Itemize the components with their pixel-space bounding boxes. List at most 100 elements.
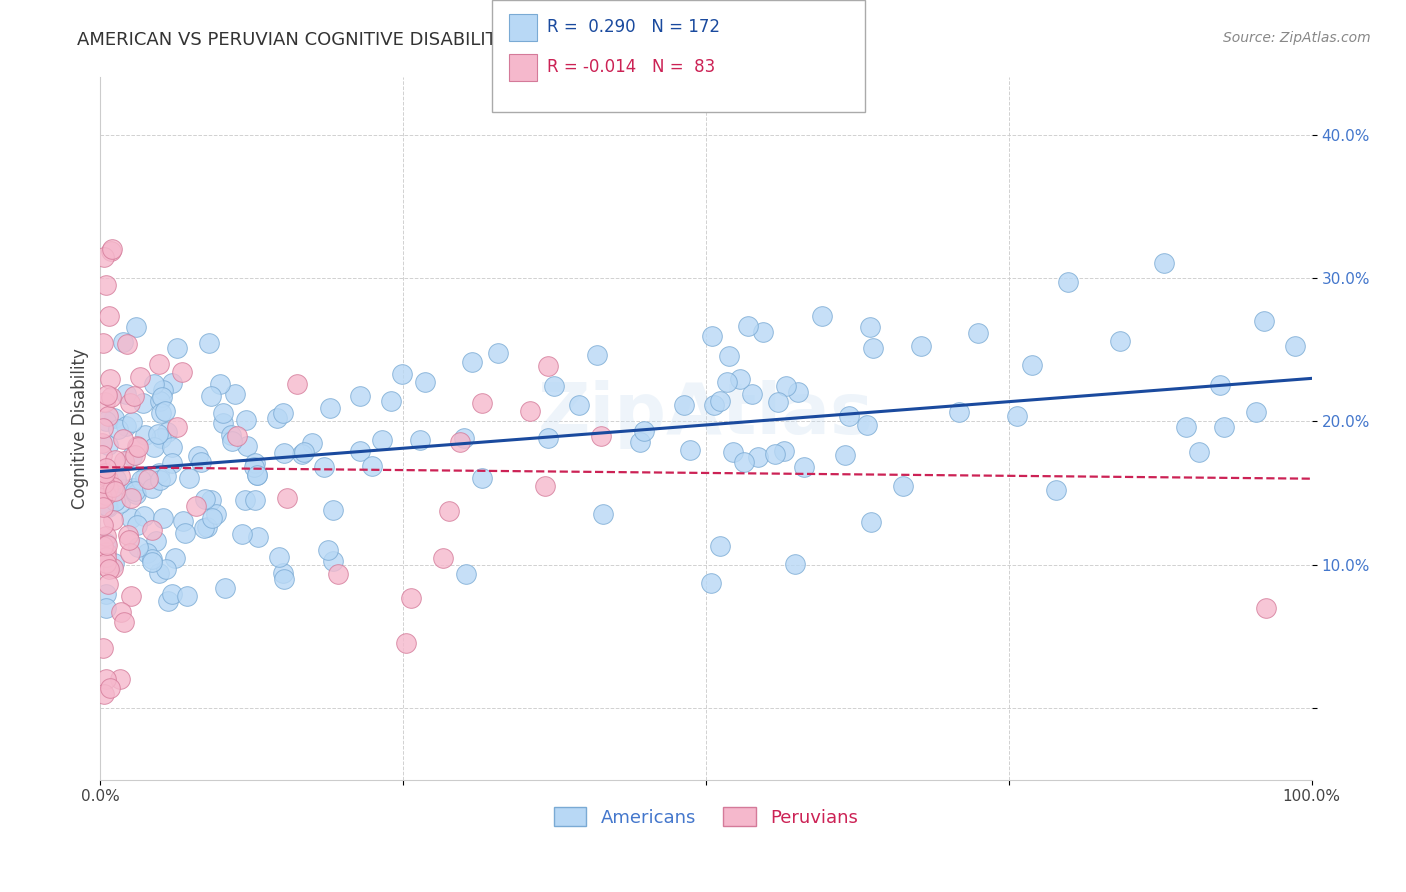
Point bbox=[360, 459, 382, 474]
Point bbox=[90, 436, 112, 450]
Point bbox=[1209, 377, 1232, 392]
Point bbox=[94, 673, 117, 687]
Point bbox=[125, 486, 148, 500]
Point bbox=[1153, 256, 1175, 270]
Point bbox=[174, 526, 197, 541]
Point bbox=[120, 396, 142, 410]
Point bbox=[370, 433, 392, 447]
Point bbox=[97, 409, 120, 424]
Point bbox=[486, 346, 509, 360]
Point bbox=[709, 394, 731, 409]
Point bbox=[267, 549, 290, 564]
Point bbox=[783, 557, 806, 571]
Point bbox=[273, 572, 295, 586]
Text: R = -0.014   N =  83: R = -0.014 N = 83 bbox=[547, 58, 716, 76]
Point bbox=[318, 543, 340, 558]
Point bbox=[91, 518, 114, 533]
Point bbox=[125, 517, 148, 532]
Point bbox=[592, 507, 614, 521]
Point bbox=[733, 455, 755, 469]
Point bbox=[110, 606, 132, 620]
Point bbox=[120, 491, 142, 506]
Point bbox=[94, 549, 117, 564]
Point bbox=[138, 472, 160, 486]
Point bbox=[718, 349, 741, 363]
Point bbox=[276, 491, 298, 505]
Point bbox=[150, 432, 173, 446]
Point bbox=[94, 545, 117, 559]
Point bbox=[856, 417, 879, 432]
Point bbox=[98, 482, 121, 496]
Point bbox=[103, 513, 125, 527]
Point bbox=[193, 492, 215, 507]
Point bbox=[235, 412, 257, 426]
Point bbox=[90, 491, 112, 505]
Point bbox=[97, 472, 120, 486]
Point bbox=[162, 440, 184, 454]
Point bbox=[716, 375, 738, 389]
Point bbox=[160, 456, 183, 470]
Point bbox=[101, 480, 124, 494]
Point bbox=[97, 576, 120, 591]
Point bbox=[104, 472, 127, 486]
Point bbox=[301, 436, 323, 450]
Point bbox=[160, 376, 183, 390]
Point bbox=[273, 446, 295, 460]
Point bbox=[108, 496, 131, 510]
Point bbox=[409, 434, 432, 448]
Point bbox=[165, 550, 187, 565]
Point bbox=[103, 556, 125, 570]
Point bbox=[93, 335, 115, 350]
Point bbox=[1174, 420, 1197, 434]
Point bbox=[98, 681, 121, 695]
Point bbox=[534, 479, 557, 493]
Point bbox=[702, 329, 724, 343]
Point bbox=[212, 417, 235, 431]
Point bbox=[134, 470, 156, 484]
Point bbox=[766, 394, 789, 409]
Point bbox=[838, 409, 860, 423]
Point bbox=[859, 515, 882, 529]
Point bbox=[108, 468, 131, 483]
Point bbox=[737, 318, 759, 333]
Point bbox=[453, 430, 475, 444]
Point bbox=[763, 447, 786, 461]
Point bbox=[703, 398, 725, 412]
Point bbox=[155, 562, 177, 576]
Point bbox=[793, 460, 815, 475]
Text: R =  0.290   N = 172: R = 0.290 N = 172 bbox=[547, 18, 720, 36]
Point bbox=[312, 460, 335, 475]
Point bbox=[115, 418, 138, 433]
Point bbox=[834, 448, 856, 462]
Point bbox=[107, 422, 129, 436]
Point bbox=[179, 471, 201, 485]
Point bbox=[98, 562, 121, 576]
Point bbox=[322, 554, 344, 568]
Point bbox=[1244, 404, 1267, 418]
Point bbox=[285, 377, 308, 392]
Point bbox=[204, 507, 226, 521]
Point bbox=[156, 425, 179, 440]
Point bbox=[97, 500, 120, 514]
Point bbox=[91, 500, 114, 515]
Point bbox=[112, 482, 135, 496]
Point bbox=[752, 325, 775, 339]
Point bbox=[110, 673, 132, 687]
Text: ZipAtlas: ZipAtlas bbox=[538, 380, 875, 449]
Point bbox=[449, 435, 471, 450]
Point bbox=[193, 521, 215, 535]
Point bbox=[190, 455, 212, 469]
Point bbox=[100, 243, 122, 257]
Point bbox=[772, 444, 794, 458]
Point bbox=[90, 491, 112, 505]
Point bbox=[141, 481, 163, 495]
Point bbox=[236, 439, 259, 453]
Point bbox=[91, 539, 114, 553]
Point bbox=[127, 540, 149, 554]
Point bbox=[153, 404, 176, 418]
Point bbox=[672, 398, 695, 412]
Point bbox=[1256, 601, 1278, 615]
Point bbox=[120, 511, 142, 525]
Point bbox=[176, 589, 198, 603]
Point bbox=[214, 581, 236, 595]
